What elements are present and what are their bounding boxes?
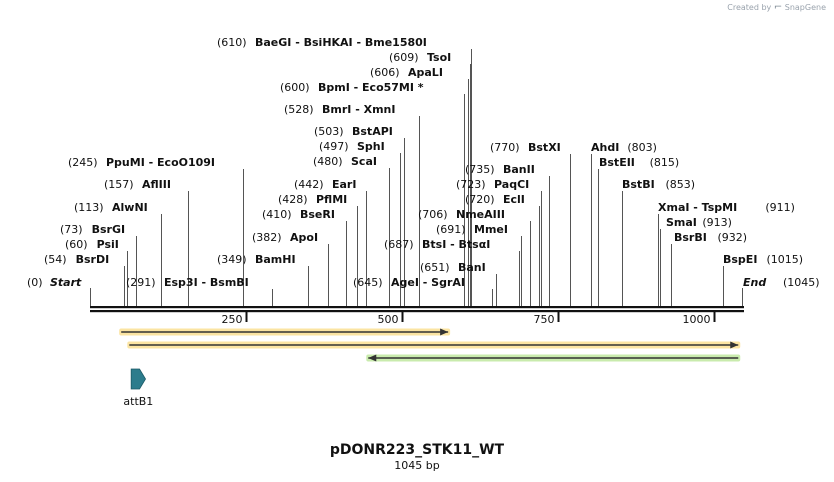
orf-arrowhead-1	[730, 341, 739, 349]
attb1-feature[interactable]	[130, 368, 146, 390]
backbone-bottom-strand	[90, 310, 744, 313]
site-name-735: BanII	[503, 163, 535, 176]
site-pos-770: (770)	[490, 141, 520, 154]
site-pos-73: (73)	[60, 223, 83, 236]
site-pos-428: (428)	[278, 193, 308, 206]
site-name-706: NmeAIII	[456, 208, 505, 221]
site-name-645: AgeI - SgrAI	[391, 276, 465, 289]
backbone-top-strand	[90, 306, 744, 309]
site-name-606: ApaLI	[408, 66, 443, 79]
site-pos-651: (651)	[420, 261, 450, 274]
site-name-691: MmeI	[474, 223, 508, 236]
end-pos: (1045)	[783, 276, 820, 289]
site-name-723: PaqCI	[494, 178, 529, 191]
tick-label-500: 500	[378, 313, 399, 326]
site-name-853: BstBI	[622, 178, 655, 191]
site-name-528: BmrI - XmnI	[322, 103, 395, 116]
site-pos-410: (410)	[262, 208, 292, 221]
site-name-428: PflMI	[316, 193, 347, 206]
site-name-245: PpuMI - EcoO109I	[106, 156, 215, 169]
site-pos-815: (815)	[650, 156, 680, 169]
site-name-291: Esp3I - BsmBI	[164, 276, 249, 289]
site-name-497: SphI	[357, 140, 385, 153]
site-name-815: BstEII	[599, 156, 635, 169]
site-pos-291: (291)	[126, 276, 156, 289]
end-label: End	[743, 276, 766, 289]
site-name-349: BamHI	[255, 253, 296, 266]
site-pos-803: (803)	[627, 141, 657, 154]
watermark-brand: SnapGene	[784, 3, 826, 12]
site-name-113: AlwNI	[112, 201, 148, 214]
watermark-prefix: Created by	[727, 3, 772, 12]
site-pos-528: (528)	[284, 103, 314, 116]
orf-arrowhead-0	[440, 328, 449, 336]
site-pos-687: (687)	[384, 238, 414, 251]
site-name-651: BanI	[458, 261, 486, 274]
site-pos-349: (349)	[217, 253, 247, 266]
site-pos-480: (480)	[313, 155, 343, 168]
sequence-length: 1045 bp	[394, 459, 440, 472]
site-name-442: EarI	[332, 178, 356, 191]
site-pos-245: (245)	[68, 156, 98, 169]
site-pos-1015: (1015)	[767, 253, 804, 266]
site-name-600: BpmI - Eco57MI *	[318, 81, 424, 94]
site-name-932: BsrBI	[674, 231, 707, 244]
site-pos-606: (606)	[370, 66, 400, 79]
site-name-609: TsoI	[427, 51, 451, 64]
site-name-382: ApoI	[290, 231, 318, 244]
site-pos-735: (735)	[465, 163, 495, 176]
orf-arrowhead-2	[368, 354, 377, 362]
site-pos-610: (610)	[217, 36, 247, 49]
site-pos-720: (720)	[465, 193, 495, 206]
site-pos-911: (911)	[765, 201, 795, 214]
site-pos-113: (113)	[74, 201, 104, 214]
site-name-610: BaeGI - BsiHKAI - Bme1580I	[255, 36, 427, 49]
tick-label-250: 250	[222, 313, 243, 326]
site-pos-60: (60)	[65, 238, 88, 251]
tick-label-750: 750	[534, 313, 555, 326]
site-name-157: AflIII	[142, 178, 171, 191]
site-name-480: ScaI	[351, 155, 377, 168]
attb1-label: attB1	[123, 395, 153, 408]
site-pos-932: (932)	[718, 231, 748, 244]
site-pos-609: (609)	[389, 51, 419, 64]
site-pos-497: (497)	[319, 140, 349, 153]
site-name-720: EclI	[503, 193, 525, 206]
linear-map[interactable]: (610) BaeGI - BsiHKAI - Bme1580I (609) TsoI…	[0, 0, 834, 440]
site-pos-645: (645)	[353, 276, 383, 289]
site-pos-442: (442)	[294, 178, 324, 191]
site-name-73: BsrGI	[92, 223, 125, 236]
site-pos-157: (157)	[104, 178, 134, 191]
site-name-54: BsrDI	[76, 253, 110, 266]
site-pos-691: (691)	[436, 223, 466, 236]
site-name-60: PsiI	[97, 238, 119, 251]
site-name-1015: BspEI	[723, 253, 757, 266]
site-pos-382: (382)	[252, 231, 282, 244]
snapgene-logo-icon: ⌐	[773, 2, 783, 13]
site-pos-723: (723)	[456, 178, 486, 191]
site-name-687: BtsI - BtsαI	[422, 238, 490, 251]
site-name-770: BstXI	[528, 141, 561, 154]
site-pos-853: (853)	[666, 178, 696, 191]
sequence-title: pDONR223_STK11_WT	[329, 442, 505, 458]
start-label: Start	[50, 276, 82, 289]
start-pos: (0)	[27, 276, 43, 289]
site-pos-913: (913)	[702, 216, 732, 229]
site-name-803: AhdI	[591, 141, 619, 154]
site-pos-600: (600)	[280, 81, 310, 94]
site-name-410: BseRI	[300, 208, 335, 221]
site-pos-54: (54)	[44, 253, 67, 266]
site-name-913: SmaI	[666, 216, 697, 229]
site-name-911: XmaI - TspMI	[658, 201, 737, 214]
tick-label-1000: 1000	[683, 313, 711, 326]
site-pos-706: (706)	[418, 208, 448, 221]
site-pos-503: (503)	[314, 125, 344, 138]
site-name-503: BstAPI	[352, 125, 393, 138]
snapgene-watermark: Created by ⌐ SnapGene	[727, 2, 826, 13]
